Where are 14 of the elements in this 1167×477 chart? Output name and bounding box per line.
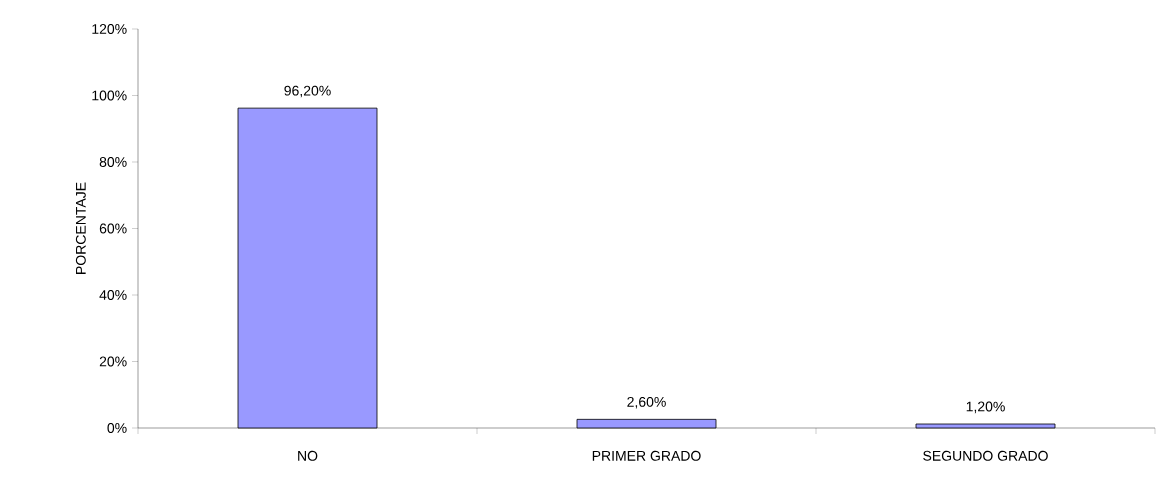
data-label: 2,60% <box>627 396 666 409</box>
y-tick-label: 40% <box>99 290 127 300</box>
y-tick-label: 60% <box>99 223 127 234</box>
x-tick-label: PRIMER GRADO <box>592 450 701 461</box>
y-tick-label: 120% <box>92 24 127 34</box>
x-tick-label: NO <box>298 450 318 461</box>
y-tick-label: 20% <box>99 356 127 367</box>
x-tick-label: SEGUNDO GRADO <box>923 450 1048 461</box>
y-tick-label: 0% <box>107 423 127 433</box>
data-label: 96,20% <box>284 85 331 98</box>
y-axis-title: PORCENTAJE <box>75 182 86 274</box>
y-tick-label: 80% <box>99 157 127 167</box>
data-label: 1,20% <box>966 401 1005 414</box>
y-tick-label: 100% <box>92 90 127 101</box>
